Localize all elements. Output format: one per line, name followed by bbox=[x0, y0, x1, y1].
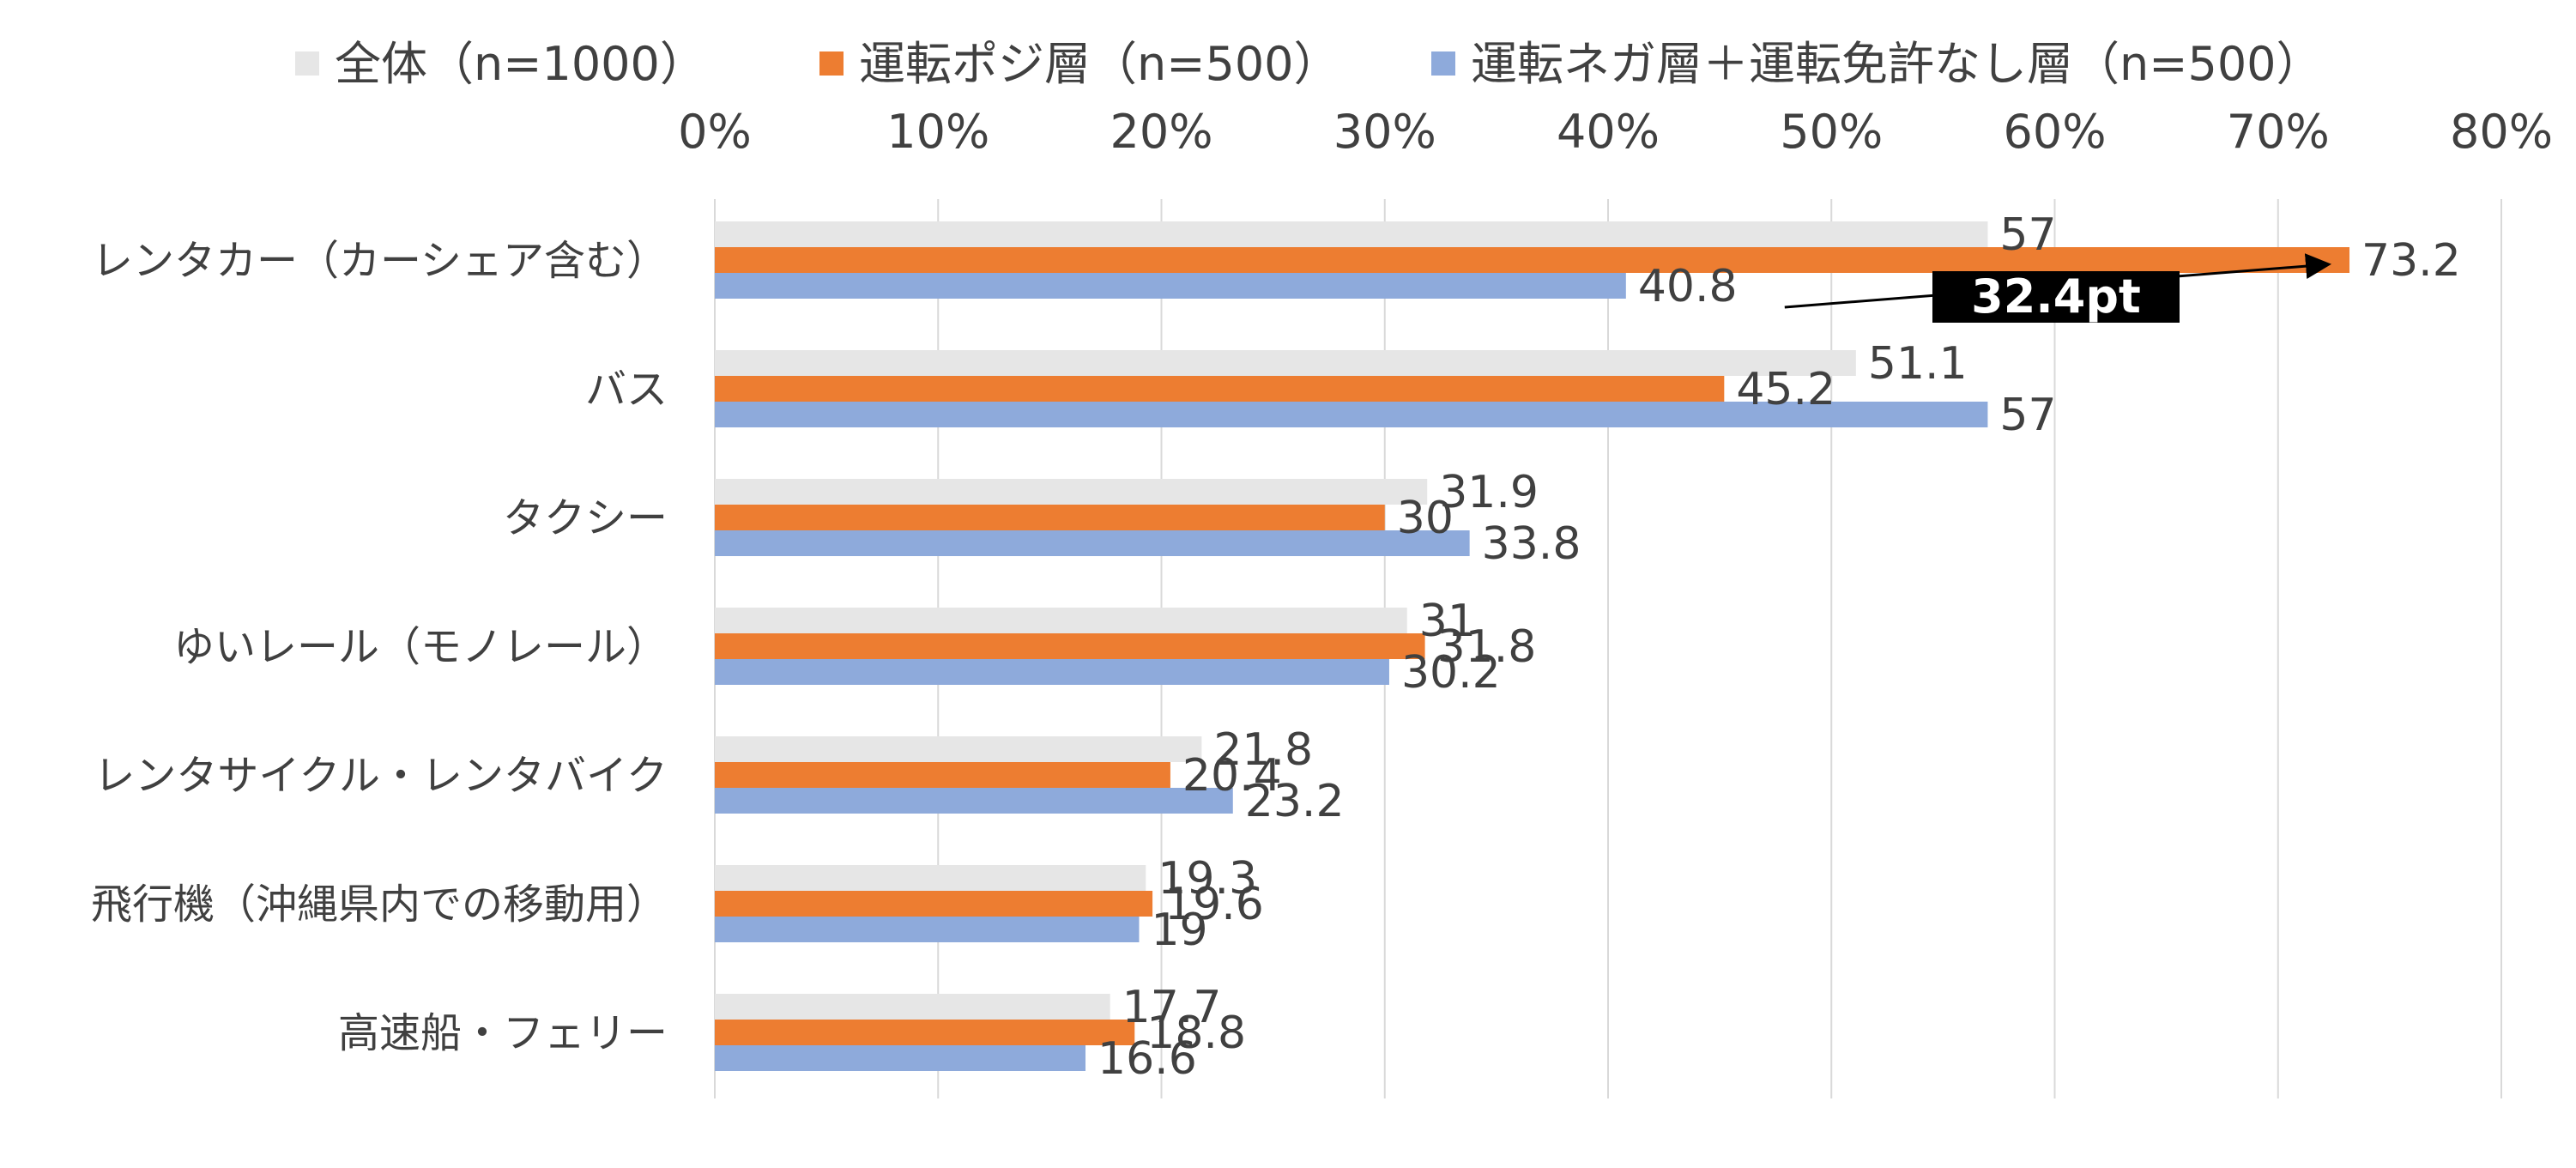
bar bbox=[715, 402, 1988, 427]
data-label: 30.2 bbox=[1401, 647, 1501, 699]
data-label: 31 bbox=[1419, 596, 1476, 647]
x-tick-label: 80% bbox=[2450, 105, 2553, 159]
data-label: 19.3 bbox=[1158, 853, 1257, 905]
bar bbox=[715, 994, 1110, 1020]
legend-label: 運転ネガ層＋運転免許なし層（n=500） bbox=[1471, 37, 2323, 91]
data-label: 45.2 bbox=[1736, 364, 1835, 415]
x-axis-ticks: 0% 10% 20% 30% 40% 50% 60% 70% 80% bbox=[678, 105, 2553, 159]
category-label: バス bbox=[585, 366, 668, 414]
bar bbox=[715, 273, 1626, 299]
bar bbox=[715, 505, 1385, 530]
legend-swatch bbox=[295, 51, 319, 76]
bar bbox=[715, 350, 1856, 376]
data-label: 40.8 bbox=[1638, 261, 1738, 312]
data-label: 20.4 bbox=[1182, 750, 1282, 802]
bar bbox=[715, 917, 1140, 942]
data-label: 21.8 bbox=[1213, 724, 1313, 776]
x-tick-label: 40% bbox=[1557, 105, 1660, 159]
legend-item: 運転ポジ層（n=500） bbox=[819, 37, 1340, 91]
bar bbox=[715, 633, 1425, 659]
bar bbox=[715, 865, 1146, 891]
data-label: 73.2 bbox=[2361, 235, 2461, 287]
legend: 全体（n=1000） 運転ポジ層（n=500） 運転ネガ層＋運転免許なし層（n=50… bbox=[295, 37, 2323, 91]
data-label: 16.6 bbox=[1098, 1033, 1197, 1085]
bar bbox=[715, 247, 2350, 273]
data-label: 30 bbox=[1397, 493, 1454, 544]
x-tick-label: 10% bbox=[886, 105, 989, 159]
bar bbox=[715, 608, 1407, 633]
category-label: ゆいレール（モノレール） bbox=[173, 623, 668, 671]
bar bbox=[715, 659, 1389, 685]
category-label: タクシー bbox=[503, 494, 668, 542]
bar bbox=[715, 1020, 1135, 1045]
bar bbox=[715, 762, 1170, 788]
bar bbox=[715, 530, 1470, 556]
bar bbox=[715, 1045, 1086, 1071]
annotation-label: 32.4pt bbox=[1971, 269, 2141, 324]
legend-label: 運転ポジ層（n=500） bbox=[859, 37, 1340, 91]
difference-annotation: 32.4pt bbox=[1784, 253, 2332, 324]
bar bbox=[715, 736, 1202, 762]
bar bbox=[715, 479, 1428, 505]
bar bbox=[715, 891, 1153, 917]
x-tick-label: 0% bbox=[678, 105, 752, 159]
x-tick-label: 30% bbox=[1333, 105, 1436, 159]
category-label: 飛行機（沖縄県内での移動用） bbox=[91, 881, 668, 929]
x-tick-label: 70% bbox=[2227, 105, 2330, 159]
bar bbox=[715, 376, 1725, 402]
data-label: 33.8 bbox=[1482, 518, 1581, 570]
data-label: 31.9 bbox=[1439, 467, 1539, 518]
legend-swatch bbox=[819, 51, 844, 76]
data-labels: 57 51.1 31.9 31 21.8 19.3 17.7 73.2 45.2 30 31.8 20… bbox=[1098, 209, 2461, 1085]
data-label: 57 bbox=[1999, 209, 2056, 261]
annotation-box bbox=[1932, 271, 2180, 323]
category-label: レンタサイクル・レンタバイク bbox=[94, 752, 668, 800]
category-label: 高速船・フェリー bbox=[338, 1009, 668, 1057]
data-label: 17.7 bbox=[1122, 982, 1222, 1033]
data-label: 18.8 bbox=[1146, 1008, 1246, 1059]
legend-swatch bbox=[1431, 51, 1455, 76]
data-label: 31.8 bbox=[1437, 621, 1537, 673]
x-tick-label: 50% bbox=[1780, 105, 1883, 159]
data-label: 19 bbox=[1151, 905, 1207, 956]
data-label: 19.6 bbox=[1164, 879, 1264, 930]
bars bbox=[715, 221, 2350, 1071]
data-label: 57 bbox=[1999, 390, 2056, 441]
bar bbox=[715, 788, 1233, 814]
gridlines bbox=[714, 199, 2502, 1098]
category-label: レンタカー（カーシェア含む） bbox=[92, 237, 668, 285]
bar bbox=[715, 221, 1988, 247]
legend-label: 全体（n=1000） bbox=[335, 37, 706, 91]
x-tick-label: 20% bbox=[1110, 105, 1212, 159]
data-label: 23.2 bbox=[1245, 776, 1345, 827]
data-label: 51.1 bbox=[1868, 338, 1968, 390]
x-tick-label: 60% bbox=[2003, 105, 2106, 159]
legend-item: 全体（n=1000） bbox=[295, 37, 706, 91]
legend-item: 運転ネガ層＋運転免許なし層（n=500） bbox=[1431, 37, 2323, 91]
